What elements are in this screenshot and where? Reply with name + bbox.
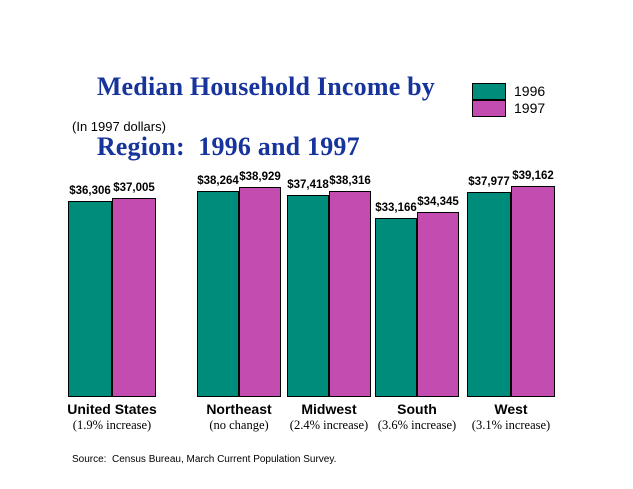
source-note: Source: Census Bureau, March Current Pop… [72, 454, 337, 465]
bar-value-label-1996-united-states: $36,306 [69, 185, 111, 197]
category-label-midwest: Midwest [301, 401, 357, 417]
bar-1997-northeast [239, 187, 281, 397]
legend-entry-1996: 1996 [472, 83, 545, 100]
legend: 1996 1997 [472, 83, 545, 117]
bar-1997-united-states [112, 198, 156, 397]
legend-label-1996: 1996 [514, 83, 546, 99]
bar-value-label-1997-west: $39,162 [512, 170, 554, 182]
bar-value-label-1996-northeast: $38,264 [197, 175, 239, 187]
bar-value-label-1997-united-states: $37,005 [113, 182, 155, 194]
bar-value-label-1997-northeast: $38,929 [239, 171, 281, 183]
category-label-west: West [494, 401, 528, 417]
category-note-northeast: (no change) [209, 418, 269, 432]
bar-value-label-1996-south: $33,166 [375, 202, 417, 214]
legend-entry-1997: 1997 [472, 99, 546, 117]
chart-subtitle: (In 1997 dollars) [72, 119, 166, 134]
category-label-south: South [397, 401, 437, 417]
bar-1997-west [511, 186, 555, 397]
category-note-west: (3.1% increase) [471, 418, 551, 432]
category-note-south: (3.6% increase) [377, 418, 457, 432]
bar-1996-united-states [68, 201, 112, 397]
category-label-northeast: Northeast [206, 401, 272, 417]
chart-title: Median Household Income by Region: 1996 … [70, 42, 435, 192]
legend-swatch-1997 [472, 99, 506, 117]
bar-value-label-1997-south: $34,345 [417, 196, 459, 208]
legend-label-1997: 1997 [514, 100, 546, 116]
bar-value-label-1996-west: $37,977 [468, 176, 510, 188]
bar-1996-midwest [287, 195, 329, 397]
bar-1996-west [467, 192, 511, 397]
category-label-united-states: United States [67, 401, 157, 417]
chart-title-line1: Median Household Income by [96, 72, 435, 101]
bar-1996-northeast [197, 191, 239, 397]
category-note-midwest: (2.4% increase) [289, 418, 369, 432]
bar-value-label-1997-midwest: $38,316 [329, 175, 371, 187]
chart-title-line2: Region: 1996 and 1997 [96, 132, 360, 161]
bar-1997-midwest [329, 191, 371, 397]
category-note-united-states: (1.9% increase) [72, 418, 152, 432]
bar-value-label-1996-midwest: $37,418 [287, 179, 329, 191]
bar-1996-south [375, 218, 417, 397]
bar-1997-south [417, 212, 459, 397]
